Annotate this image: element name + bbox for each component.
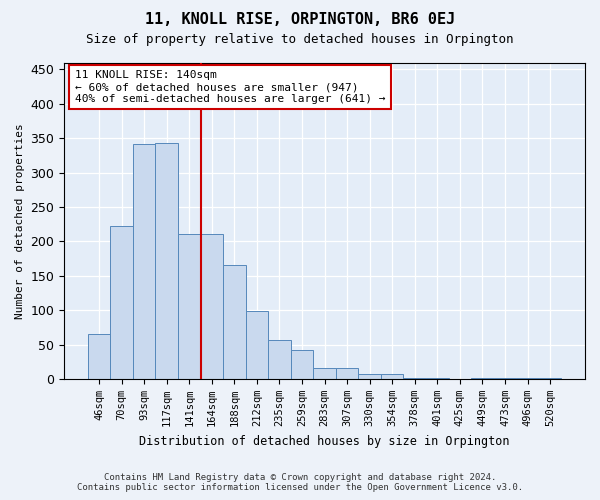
Bar xyxy=(426,378,449,379)
Bar xyxy=(245,311,268,379)
Text: 11, KNOLL RISE, ORPINGTON, BR6 0EJ: 11, KNOLL RISE, ORPINGTON, BR6 0EJ xyxy=(145,12,455,28)
Bar xyxy=(155,143,178,379)
Bar xyxy=(494,378,516,379)
Bar xyxy=(381,374,403,379)
Bar xyxy=(336,368,358,379)
Bar xyxy=(200,234,223,379)
Bar xyxy=(110,226,133,379)
Text: Contains HM Land Registry data © Crown copyright and database right 2024.
Contai: Contains HM Land Registry data © Crown c… xyxy=(77,473,523,492)
Y-axis label: Number of detached properties: Number of detached properties xyxy=(15,123,25,318)
Text: Size of property relative to detached houses in Orpington: Size of property relative to detached ho… xyxy=(86,32,514,46)
Bar xyxy=(358,374,381,379)
Text: 11 KNOLL RISE: 140sqm
← 60% of detached houses are smaller (947)
40% of semi-det: 11 KNOLL RISE: 140sqm ← 60% of detached … xyxy=(74,70,385,104)
Bar xyxy=(539,378,562,379)
Bar xyxy=(88,334,110,379)
Bar xyxy=(471,378,494,379)
Bar xyxy=(291,350,313,379)
Bar xyxy=(223,266,245,379)
X-axis label: Distribution of detached houses by size in Orpington: Distribution of detached houses by size … xyxy=(139,434,510,448)
Bar xyxy=(313,368,336,379)
Bar xyxy=(268,340,291,379)
Bar xyxy=(516,378,539,379)
Bar xyxy=(178,234,200,379)
Bar xyxy=(133,144,155,379)
Bar xyxy=(403,378,426,379)
